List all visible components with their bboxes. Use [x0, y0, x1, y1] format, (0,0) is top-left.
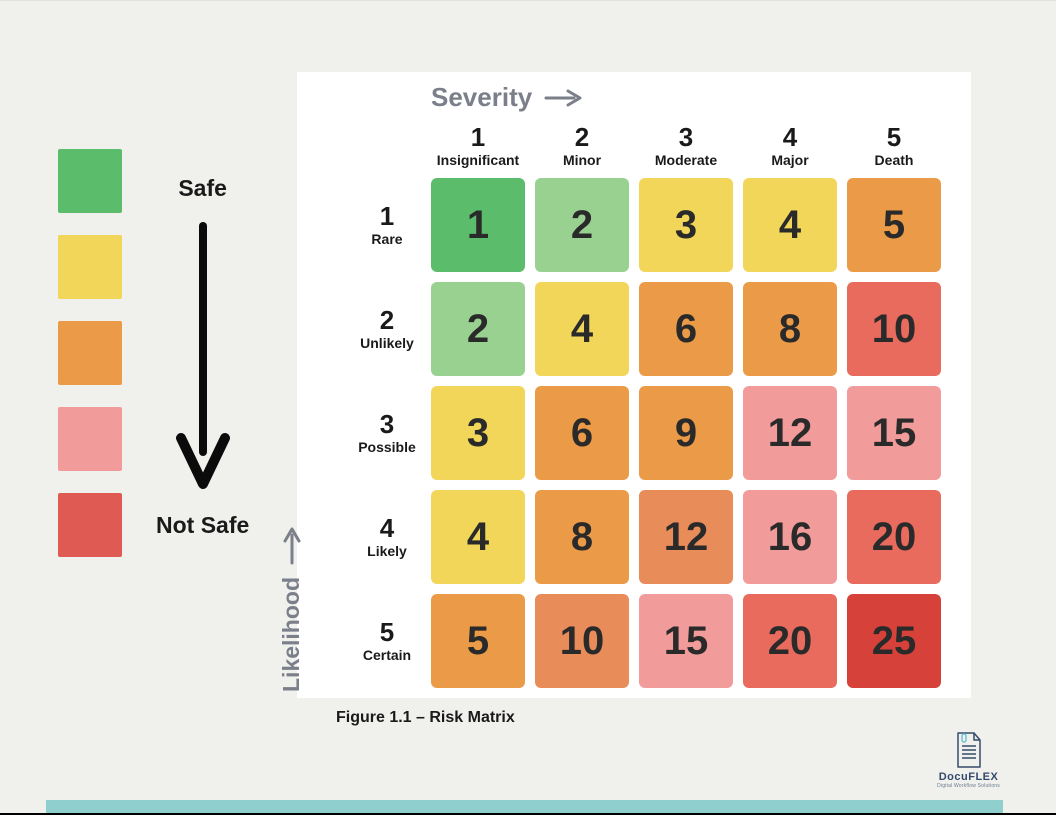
legend-swatch — [58, 235, 122, 299]
severity-header: 3 Moderate — [639, 124, 733, 168]
matrix-cell: 3 — [639, 178, 733, 272]
legend-labels: Safe Not Safe — [156, 149, 249, 557]
matrix-cell: 20 — [743, 594, 837, 688]
risk-matrix: Severity Likelihood 1Insignificant2Minor… — [297, 72, 971, 698]
likelihood-header-label: Possible — [358, 439, 416, 455]
matrix-row: 246810 — [431, 282, 941, 376]
likelihood-header: 2 Unlikely — [347, 282, 427, 376]
likelihood-axis-title: Likelihood — [278, 527, 305, 692]
matrix-cell: 1 — [431, 178, 525, 272]
severity-header-label: Major — [743, 152, 837, 168]
likelihood-axis-text: Likelihood — [278, 577, 305, 692]
matrix-row: 3691215 — [431, 386, 941, 480]
matrix-cell: 9 — [639, 386, 733, 480]
legend-swatch — [58, 149, 122, 213]
matrix-cell: 3 — [431, 386, 525, 480]
footer-bar — [46, 800, 1003, 813]
matrix-cell: 2 — [431, 282, 525, 376]
logo-tagline: Digital Workflow Solutions — [937, 783, 1000, 789]
matrix-cell: 12 — [639, 490, 733, 584]
matrix-row: 510152025 — [431, 594, 941, 688]
likelihood-header-label: Likely — [367, 543, 407, 559]
legend-swatch — [58, 321, 122, 385]
likelihood-header: 1 Rare — [347, 178, 427, 272]
document-icon — [954, 731, 984, 769]
severity-header-label: Insignificant — [431, 152, 525, 168]
severity-axis-title: Severity — [431, 82, 582, 113]
severity-header-num: 1 — [431, 124, 525, 150]
severity-header-num: 5 — [847, 124, 941, 150]
severity-header-num: 3 — [639, 124, 733, 150]
likelihood-headers: 1 Rare 2 Unlikely 3 Possible 4 Likely 5 Certain — [347, 178, 427, 688]
matrix-cell: 4 — [535, 282, 629, 376]
likelihood-header: 3 Possible — [347, 386, 427, 480]
logo-name: DocuFLEX — [939, 771, 999, 783]
severity-header-label: Minor — [535, 152, 629, 168]
likelihood-header: 4 Likely — [347, 490, 427, 584]
matrix-cell: 4 — [743, 178, 837, 272]
matrix-grid: 12345246810369121548121620510152025 — [431, 178, 941, 688]
matrix-cell: 8 — [743, 282, 837, 376]
matrix-row: 12345 — [431, 178, 941, 272]
arrow-right-icon — [544, 89, 582, 107]
likelihood-header-label: Certain — [363, 647, 411, 663]
matrix-cell: 20 — [847, 490, 941, 584]
matrix-cell: 10 — [847, 282, 941, 376]
legend-swatch — [58, 407, 122, 471]
likelihood-header-num: 2 — [380, 307, 394, 333]
severity-header-num: 2 — [535, 124, 629, 150]
severity-header-label: Death — [847, 152, 941, 168]
arrow-right-icon — [283, 527, 301, 565]
matrix-cell: 15 — [639, 594, 733, 688]
severity-header-label: Moderate — [639, 152, 733, 168]
likelihood-header-num: 1 — [380, 203, 394, 229]
matrix-cell: 25 — [847, 594, 941, 688]
severity-headers: 1 Insignificant 2 Minor 3 Moderate 4 Major 5 Deat… — [431, 124, 941, 168]
figure-caption: Figure 1.1 – Risk Matrix — [336, 709, 515, 727]
matrix-row: 48121620 — [431, 490, 941, 584]
matrix-cell: 5 — [431, 594, 525, 688]
matrix-cell: 4 — [431, 490, 525, 584]
legend-notsafe-label: Not Safe — [156, 512, 249, 539]
legend-safe-label: Safe — [178, 175, 227, 202]
likelihood-header-num: 5 — [380, 619, 394, 645]
severity-header: 4 Major — [743, 124, 837, 168]
arrow-down-icon — [175, 222, 231, 492]
matrix-cell: 6 — [639, 282, 733, 376]
likelihood-header-label: Unlikely — [360, 335, 414, 351]
severity-header: 5 Death — [847, 124, 941, 168]
brand-logo: DocuFLEX Digital Workflow Solutions — [937, 731, 1000, 789]
matrix-cell: 5 — [847, 178, 941, 272]
likelihood-header-label: Rare — [371, 231, 402, 247]
matrix-cell: 16 — [743, 490, 837, 584]
matrix-cell: 15 — [847, 386, 941, 480]
matrix-cell: 8 — [535, 490, 629, 584]
legend: Safe Not Safe — [58, 149, 249, 557]
matrix-cell: 6 — [535, 386, 629, 480]
likelihood-header-num: 3 — [380, 411, 394, 437]
matrix-cell: 2 — [535, 178, 629, 272]
severity-axis-text: Severity — [431, 82, 532, 113]
legend-swatches — [58, 149, 122, 557]
matrix-cell: 10 — [535, 594, 629, 688]
likelihood-header-num: 4 — [380, 515, 394, 541]
severity-header: 1 Insignificant — [431, 124, 525, 168]
severity-header-num: 4 — [743, 124, 837, 150]
legend-swatch — [58, 493, 122, 557]
matrix-cell: 12 — [743, 386, 837, 480]
likelihood-header: 5 Certain — [347, 594, 427, 688]
severity-header: 2 Minor — [535, 124, 629, 168]
